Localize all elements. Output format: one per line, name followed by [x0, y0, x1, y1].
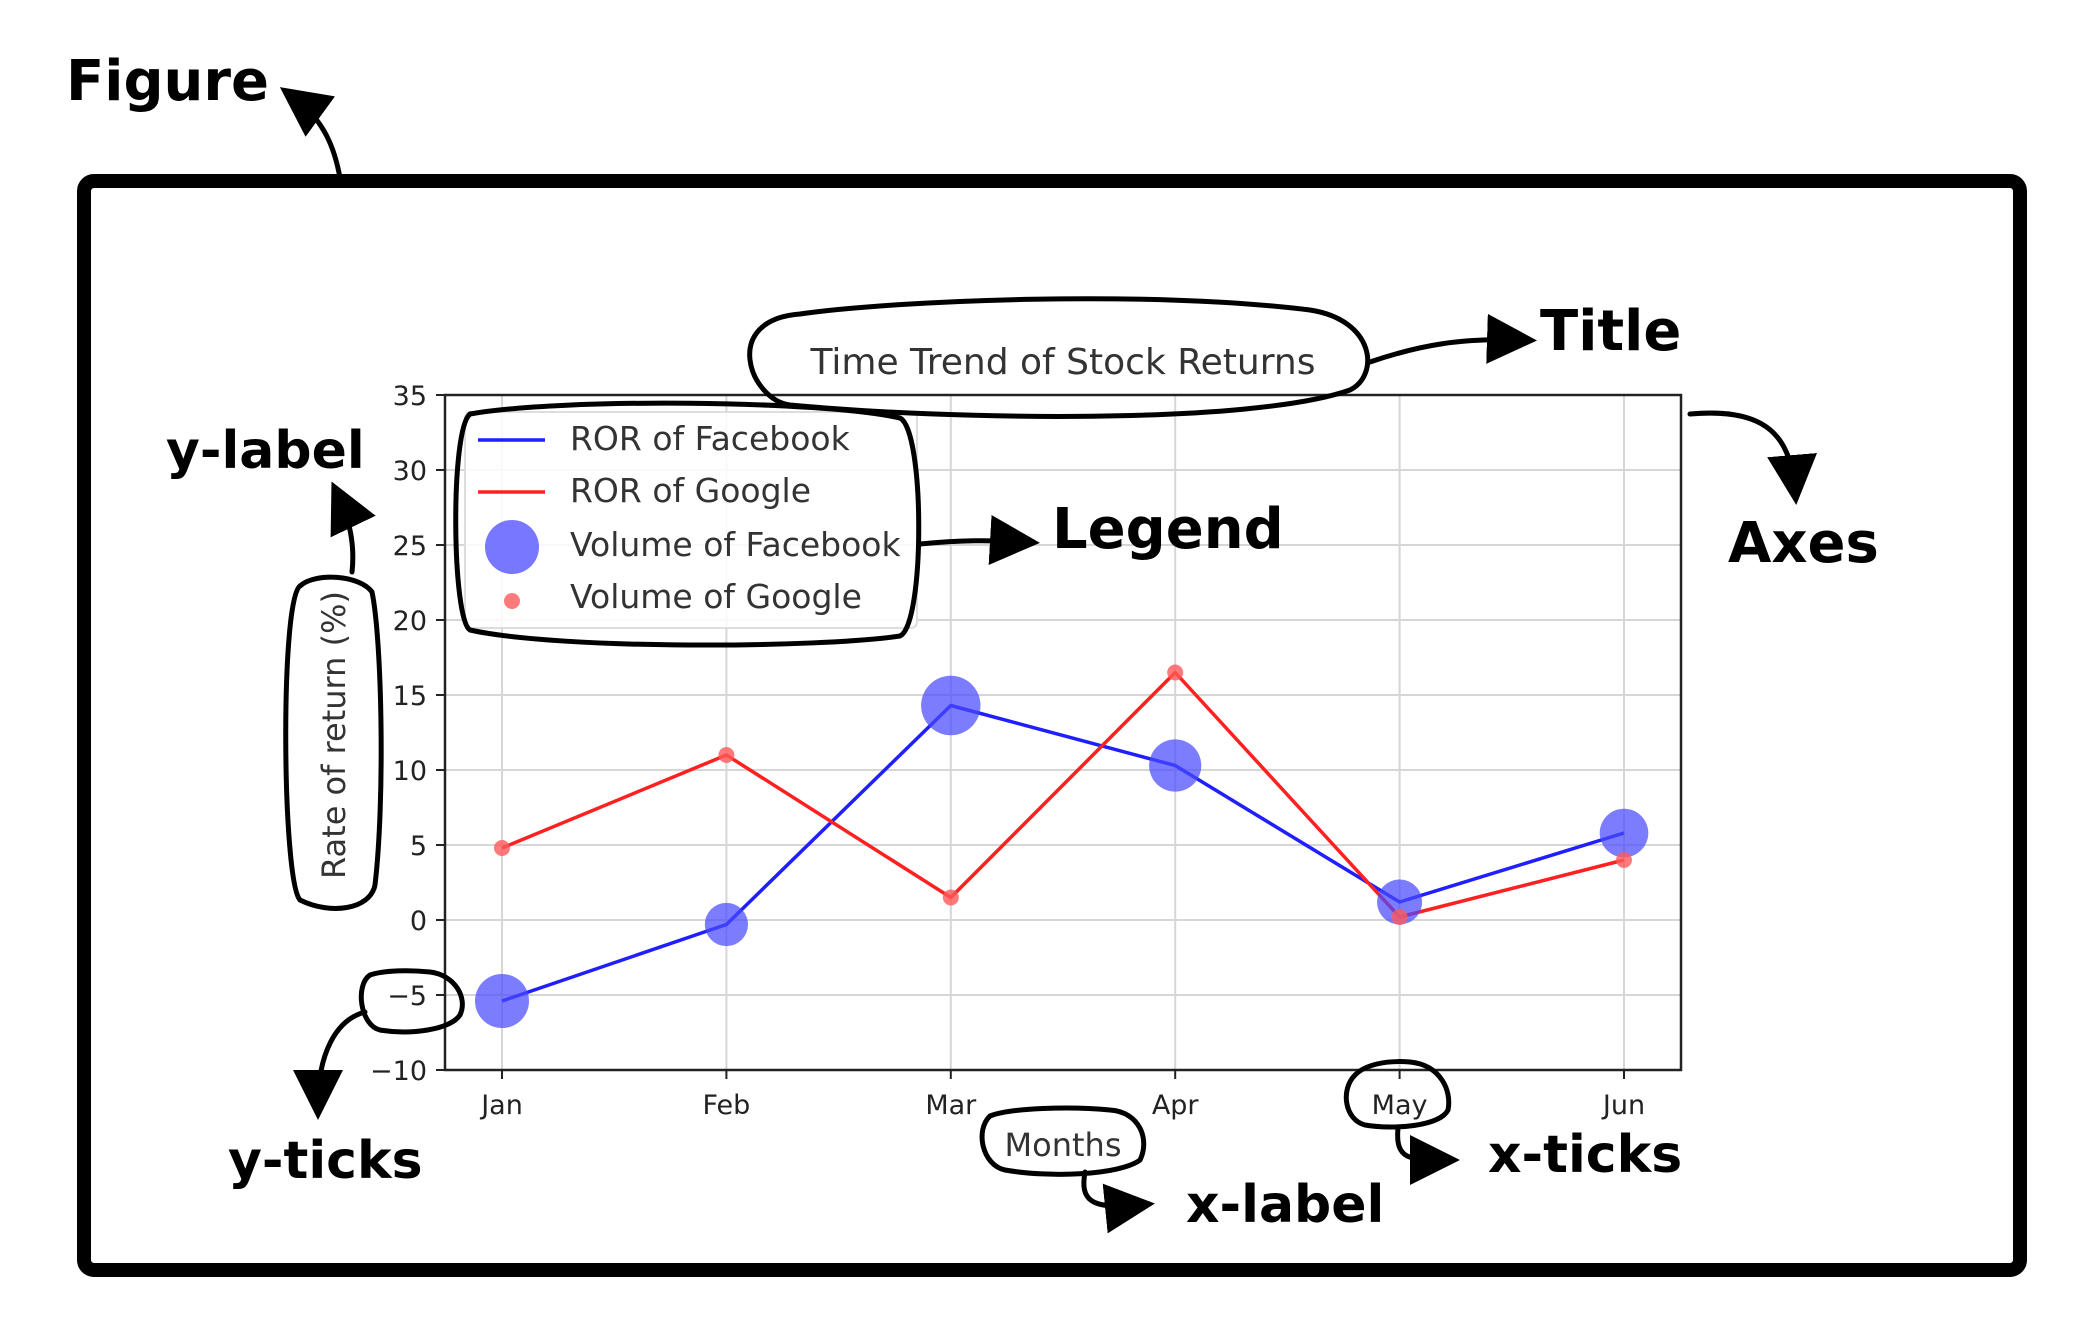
xtick-loop — [1343, 1059, 1452, 1130]
legend-marker-volume-google — [504, 593, 520, 609]
y-tick-label: 10 — [393, 756, 427, 787]
annotation-ylabel: y-label — [166, 421, 365, 481]
x-axis-label: Months — [1005, 1126, 1122, 1164]
series-line-google — [501, 670, 1625, 919]
xlabel-arrow — [1081, 1169, 1155, 1234]
xticks-arrow — [1395, 1125, 1460, 1185]
annotation-yticks: y-ticks — [228, 1131, 423, 1191]
scatter-point-google — [718, 747, 735, 763]
legend-label-volume-google: Volume of Google — [570, 577, 862, 616]
y-ticks: −10 −5 0 5 10 15 20 25 30 35 — [370, 381, 445, 1087]
y-tick-label: 20 — [393, 606, 427, 637]
title-arrow — [1367, 313, 1537, 365]
scatter-point-google — [494, 840, 510, 856]
scatter-point-facebook — [475, 974, 529, 1028]
xlabel-loop — [979, 1105, 1147, 1177]
ylabel-arrow — [330, 481, 376, 575]
legend-label-ror-facebook: ROR of Facebook — [570, 419, 851, 458]
annotation-legend: Legend — [1052, 497, 1284, 562]
scatter-point-facebook — [1149, 739, 1202, 792]
x-tick-label: Mar — [925, 1090, 977, 1121]
x-ticks: Jan Feb Mar Apr May Jun — [479, 1070, 1645, 1121]
legend-arrow — [917, 515, 1040, 565]
scatter-point-facebook — [1377, 879, 1423, 925]
ylabel-loop — [283, 574, 384, 911]
scatter-point-facebook — [1599, 808, 1649, 858]
x-tick-label: May — [1372, 1090, 1428, 1121]
x-tick-label: Jan — [479, 1090, 523, 1121]
annotation-xticks: x-ticks — [1488, 1125, 1682, 1185]
scatter-point-google — [1616, 852, 1632, 868]
annotation-figure: Figure — [66, 49, 269, 114]
legend-label-ror-google: ROR of Google — [570, 471, 811, 510]
legend: ROR of Facebook ROR of Google Volume of … — [464, 411, 918, 629]
series-points — [475, 664, 1649, 1028]
scatter-point-google — [1167, 664, 1184, 681]
axes-arrow — [1687, 410, 1817, 505]
scatter-point-facebook — [921, 675, 981, 736]
legend-loop — [453, 400, 922, 648]
legend-label-volume-facebook: Volume of Facebook — [570, 525, 901, 564]
x-tick-label: Apr — [1152, 1090, 1200, 1121]
x-tick-label: Jun — [1601, 1090, 1645, 1121]
y-tick-label: −5 — [387, 981, 427, 1012]
y-tick-label: −10 — [370, 1056, 427, 1087]
axes-frame — [443, 393, 1683, 1072]
y-tick-label: 15 — [393, 681, 427, 712]
chart-title: Time Trend of Stock Returns — [810, 342, 1316, 383]
y-tick-label: 0 — [410, 906, 427, 937]
y-tick-label: 35 — [393, 381, 427, 412]
axes: −10 −5 0 5 10 15 20 25 30 35 Jan Feb Mar Apr May Jun R… — [315, 342, 1683, 1164]
annotation-arrows — [279, 87, 1817, 1234]
scatter-point-google — [942, 889, 959, 906]
figure-arrow — [279, 87, 343, 181]
annotation-title: Title — [1540, 299, 1681, 364]
y-axis-label: Rate of return (%) — [315, 591, 353, 879]
series-line-facebook — [501, 703, 1625, 1003]
figure-frame — [77, 174, 2027, 1277]
y-tick-label: 30 — [393, 456, 427, 487]
title-loop — [747, 296, 1371, 419]
ytick-loop — [358, 968, 465, 1035]
y-tick-label: 25 — [393, 531, 427, 562]
series-lines — [501, 670, 1625, 1003]
scatter-point-facebook — [704, 902, 749, 947]
legend-marker-volume-facebook — [485, 520, 539, 574]
highlight-loops — [283, 296, 1452, 1177]
yticks-arrow — [293, 1009, 368, 1120]
annotation-xlabel: x-label — [1186, 1175, 1384, 1235]
annotation-axes: Axes — [1728, 511, 1879, 576]
scatter-point-google — [1391, 909, 1408, 925]
x-tick-label: Feb — [702, 1090, 750, 1121]
y-tick-label: 5 — [410, 831, 427, 862]
